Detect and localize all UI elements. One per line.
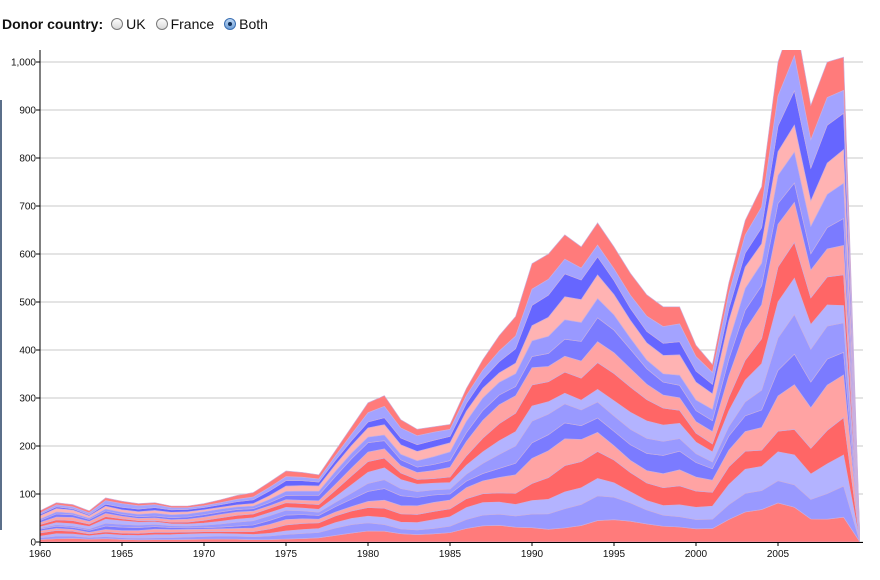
x-tick-label: 1990	[521, 549, 544, 560]
axes: 0 100 200 300 400 500 600 700 800 900 1,000 1960 196…	[11, 50, 863, 560]
y-tick: 700	[19, 202, 40, 213]
x-tick-label: 1970	[193, 549, 216, 560]
x-tick: 1965	[111, 542, 134, 560]
x-tick-label: 1995	[603, 549, 626, 560]
radio-label-france: France	[170, 16, 215, 32]
y-tick: 500	[19, 298, 40, 309]
y-tick-label: 300	[19, 394, 36, 405]
x-tick: 1975	[275, 542, 298, 560]
x-tick: 2005	[767, 542, 790, 560]
x-tick: 1960	[29, 542, 52, 560]
x-tick-label: 1960	[29, 549, 52, 560]
x-tick-label: 1975	[275, 549, 298, 560]
x-tick: 1990	[521, 542, 544, 560]
y-tick-label: 800	[19, 154, 36, 165]
radio-button-icon[interactable]	[111, 18, 124, 30]
radio-label-both: Both	[239, 16, 268, 32]
area-layers	[40, 50, 860, 542]
y-tick-label: 100	[19, 490, 36, 501]
y-tick: 600	[19, 250, 40, 261]
y-tick: 100	[19, 490, 40, 501]
donor-country-control: Donor country: UK France Both	[2, 13, 278, 35]
radio-option-both[interactable]: Both	[224, 16, 268, 32]
x-tick: 1985	[439, 542, 462, 560]
radio-button-icon[interactable]	[155, 18, 168, 30]
x-tick-label: 2000	[685, 549, 708, 560]
x-tick: 1995	[603, 542, 626, 560]
radio-option-uk[interactable]: UK	[111, 16, 146, 32]
y-tick-label: 500	[19, 298, 36, 309]
y-tick: 300	[19, 394, 40, 405]
x-tick-label: 1985	[439, 549, 462, 560]
y-tick-label: 0	[30, 538, 36, 549]
radio-option-france[interactable]: France	[155, 16, 215, 32]
x-tick-label: 1980	[357, 549, 380, 560]
y-tick: 1,000	[11, 58, 40, 69]
y-tick: 900	[19, 106, 40, 117]
donor-country-label: Donor country:	[2, 16, 104, 32]
y-tick-label: 1,000	[11, 58, 36, 69]
window-edge	[0, 100, 2, 530]
x-tick: 2000	[685, 542, 708, 560]
y-tick-label: 400	[19, 346, 36, 357]
y-tick: 400	[19, 346, 40, 357]
area-layer	[40, 50, 860, 542]
radio-button-selected-icon[interactable]	[224, 18, 237, 30]
y-tick-label: 600	[19, 250, 36, 261]
y-tick-label: 700	[19, 202, 36, 213]
radio-label-uk: UK	[126, 16, 146, 32]
y-tick: 0	[30, 538, 40, 549]
x-tick: 1970	[193, 542, 216, 560]
x-tick-label: 2005	[767, 549, 790, 560]
x-tick-label: 1965	[111, 549, 134, 560]
y-tick-label: 200	[19, 442, 36, 453]
y-tick-label: 900	[19, 106, 36, 117]
x-tick: 1980	[357, 542, 380, 560]
y-tick: 800	[19, 154, 40, 165]
y-tick: 200	[19, 442, 40, 453]
